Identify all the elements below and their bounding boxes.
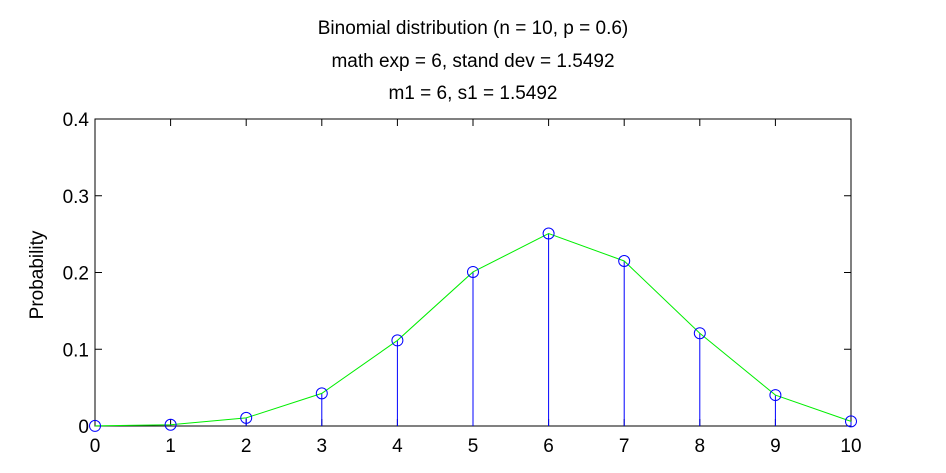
- stem-marker: [693, 327, 706, 340]
- y-tick-label: 0: [78, 417, 89, 438]
- stem-marker: [845, 415, 857, 428]
- x-tick-label: 3: [317, 436, 328, 457]
- chart-title-line-1: Binomial distribution (n = 10, p = 0.6): [317, 18, 629, 39]
- y-tick-label: 0.3: [63, 187, 89, 208]
- y-tick-label: 0.2: [63, 264, 89, 285]
- stem-marker: [542, 227, 555, 240]
- x-tick-label: 10: [840, 436, 861, 457]
- stem-marker: [618, 254, 631, 267]
- x-tick-label: 1: [165, 436, 176, 457]
- stem-marker: [315, 387, 328, 400]
- x-tick-label: 0: [90, 436, 101, 457]
- series-line: [94, 232, 852, 427]
- x-tick-label: 5: [468, 436, 479, 457]
- x-tick-label: 2: [241, 436, 252, 457]
- x-tick-label: 6: [543, 436, 554, 457]
- x-tick-label: 4: [392, 436, 403, 457]
- stem-marker: [769, 389, 782, 402]
- chart-title-line-3: m1 = 6, s1 = 1.5492: [388, 83, 558, 104]
- x-tick-label: 7: [619, 436, 630, 457]
- stem-marker: [164, 418, 177, 431]
- y-tick-label: 0.1: [63, 340, 89, 361]
- stem-marker: [467, 265, 479, 278]
- x-tick-label: 9: [770, 436, 781, 457]
- stem-marker: [391, 334, 404, 347]
- chart-title-line-2: math exp = 6, stand dev = 1.5492: [331, 51, 615, 72]
- stem-marker: [89, 419, 101, 432]
- y-tick-label: 0.4: [63, 110, 90, 131]
- x-tick-label: 8: [695, 436, 706, 457]
- stem-marker: [240, 411, 253, 424]
